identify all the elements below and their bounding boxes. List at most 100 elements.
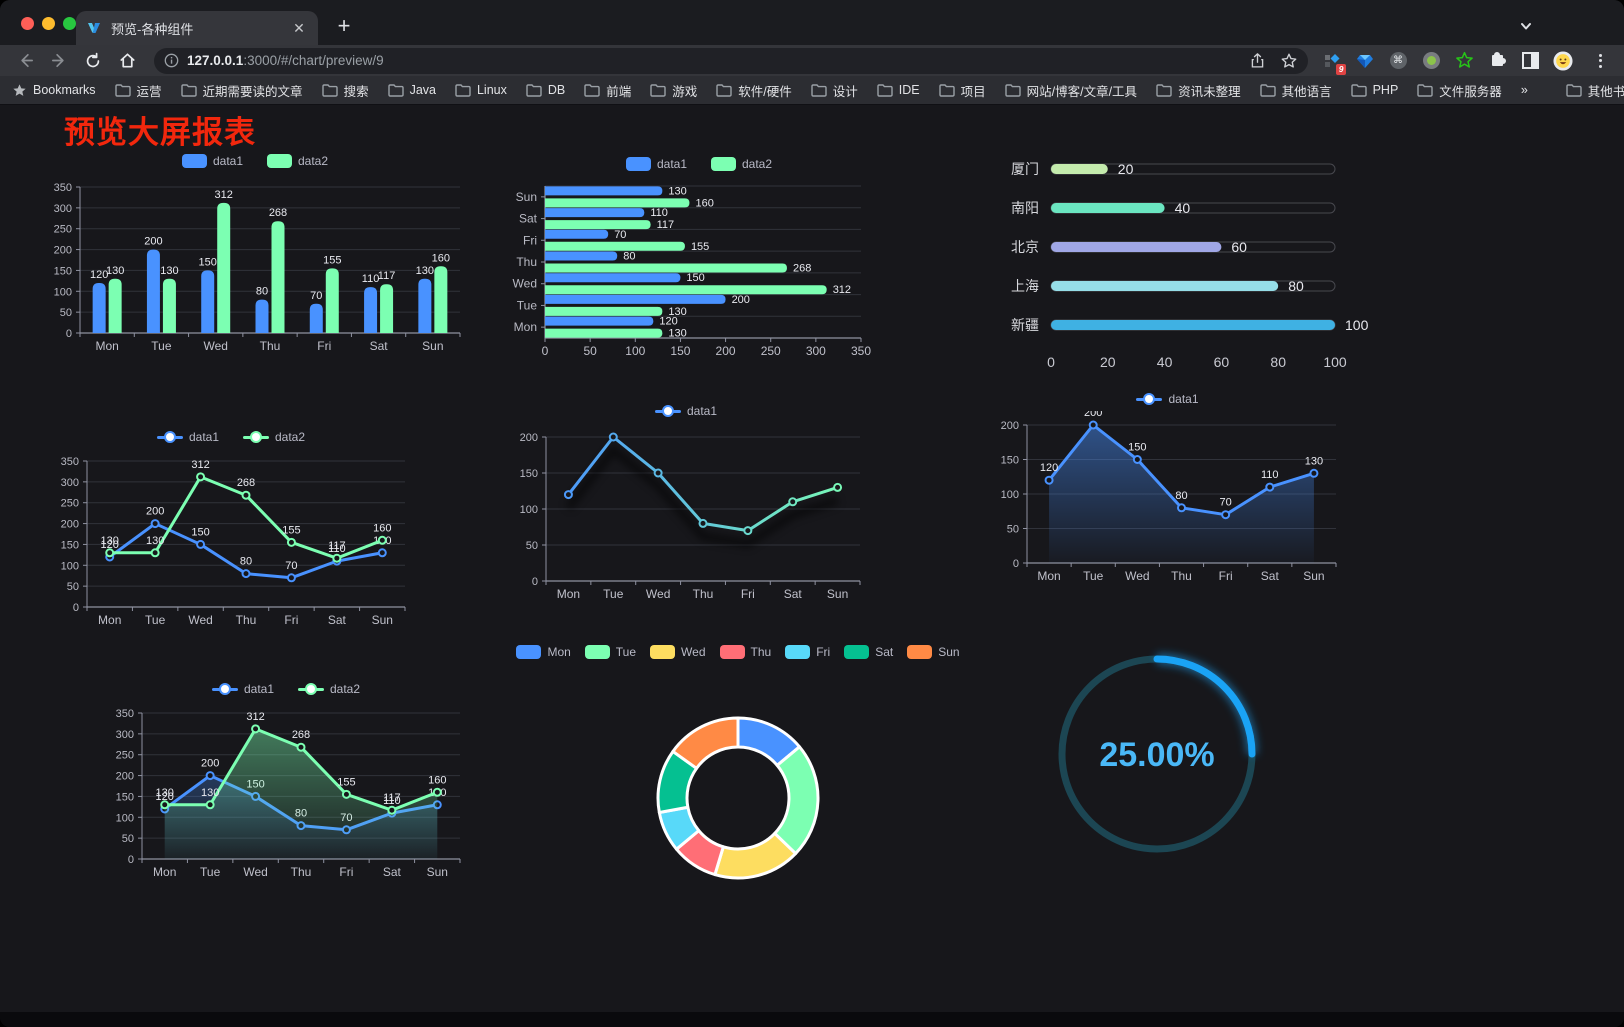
browser-tab[interactable]: 预览-各种组件 ✕ bbox=[76, 11, 318, 45]
bookmark-folder[interactable]: 其他书签 bbox=[1566, 81, 1624, 100]
url-host: 127.0.0.1 bbox=[187, 53, 244, 68]
svg-text:Tue: Tue bbox=[1083, 569, 1104, 583]
chart-legend: data1 data2 bbox=[40, 151, 470, 171]
legend-item[interactable]: data2 bbox=[243, 430, 305, 444]
svg-text:312: 312 bbox=[191, 459, 209, 471]
svg-text:110: 110 bbox=[650, 207, 668, 219]
legend-item[interactable]: data2 bbox=[711, 157, 772, 171]
svg-text:155: 155 bbox=[337, 776, 355, 788]
chart-legend: data1 data2 bbox=[503, 154, 895, 174]
legend-item[interactable]: data1 bbox=[211, 682, 274, 696]
profile-avatar[interactable] bbox=[1553, 50, 1573, 71]
legend-swatch bbox=[625, 157, 651, 171]
bookmark-star-icon[interactable] bbox=[1280, 52, 1298, 70]
tab-search-chevron-icon[interactable] bbox=[1516, 16, 1536, 36]
svg-text:150: 150 bbox=[686, 272, 704, 284]
legend-item[interactable]: Mon bbox=[516, 645, 571, 659]
bookmark-folder[interactable]: 搜索 bbox=[321, 81, 369, 100]
bookmark-folder[interactable]: 运营 bbox=[114, 81, 162, 100]
svg-text:268: 268 bbox=[292, 729, 310, 741]
legend-item[interactable]: Tue bbox=[584, 645, 636, 659]
svg-text:160: 160 bbox=[373, 522, 391, 534]
new-tab-button[interactable]: + bbox=[337, 13, 351, 38]
legend-swatch bbox=[267, 154, 292, 168]
site-info-icon[interactable] bbox=[164, 53, 179, 68]
bookmark-label: 游戏 bbox=[672, 84, 698, 99]
forward-button[interactable] bbox=[45, 47, 73, 75]
bookmark-folder[interactable]: 软件/硬件 bbox=[716, 81, 792, 100]
svg-text:150: 150 bbox=[1001, 455, 1019, 467]
svg-text:130: 130 bbox=[416, 265, 434, 277]
svg-text:50: 50 bbox=[526, 540, 538, 552]
bookmark-label: 软件/硬件 bbox=[738, 84, 792, 99]
legend-item[interactable]: Sat bbox=[844, 645, 893, 659]
bookmarks-overflow-chevron[interactable]: » bbox=[1521, 83, 1528, 97]
svg-text:117: 117 bbox=[383, 792, 401, 804]
bookmark-folder[interactable]: DB bbox=[526, 83, 565, 97]
svg-text:80: 80 bbox=[256, 286, 268, 298]
window-minimize-button[interactable] bbox=[42, 17, 55, 30]
legend-item[interactable]: data1 bbox=[156, 430, 219, 444]
bookmark-folder[interactable]: 游戏 bbox=[650, 81, 697, 100]
reload-button[interactable] bbox=[79, 47, 107, 75]
extension-command-icon[interactable]: ⌘ bbox=[1388, 51, 1408, 71]
extension-grid-icon[interactable]: 9 bbox=[1322, 51, 1346, 75]
extensions-puzzle-icon[interactable] bbox=[1487, 51, 1507, 71]
svg-text:Wed: Wed bbox=[188, 613, 212, 627]
legend-label: Mon bbox=[547, 645, 571, 659]
legend-item[interactable]: data2 bbox=[267, 154, 328, 168]
bookmark-folder[interactable]: 项目 bbox=[938, 81, 986, 100]
bookmark-folder[interactable]: 近期需要读的文章 bbox=[180, 81, 303, 100]
svg-text:Wed: Wed bbox=[1125, 569, 1149, 583]
extension-record-icon[interactable] bbox=[1421, 51, 1441, 71]
legend-item[interactable]: Thu bbox=[719, 645, 771, 659]
bookmark-folder[interactable]: 资讯未整理 bbox=[1156, 81, 1241, 100]
bookmark-folder[interactable]: 设计 bbox=[811, 81, 858, 100]
legend-swatch bbox=[584, 645, 610, 659]
legend-item[interactable]: Fri bbox=[785, 645, 830, 659]
window-zoom-button[interactable] bbox=[63, 17, 76, 30]
extensions-row: 9 ⌘ bbox=[1322, 50, 1614, 75]
svg-text:Sun: Sun bbox=[427, 865, 448, 879]
legend-item[interactable]: data1 bbox=[625, 157, 687, 171]
svg-text:300: 300 bbox=[61, 477, 79, 489]
bookmark-folder[interactable]: Linux bbox=[455, 83, 507, 97]
share-icon[interactable] bbox=[1249, 52, 1266, 69]
browser-menu-icon[interactable] bbox=[1586, 51, 1614, 71]
legend-item[interactable]: Wed bbox=[650, 645, 706, 659]
bookmark-folder[interactable]: 前端 bbox=[584, 81, 631, 100]
legend-item[interactable]: data2 bbox=[298, 682, 360, 696]
svg-text:117: 117 bbox=[328, 540, 346, 552]
legend-swatch bbox=[516, 645, 542, 659]
bookmark-folder[interactable]: IDE bbox=[877, 83, 920, 97]
extension-gem-icon[interactable] bbox=[1355, 51, 1375, 71]
address-bar[interactable]: 127.0.0.1:3000/#/chart/preview/9 bbox=[154, 47, 1308, 74]
bookmark-folder[interactable]: 其他语言 bbox=[1259, 81, 1332, 100]
bookmark-folder[interactable]: 文件服务器 bbox=[1417, 81, 1502, 100]
bookmark-label: » bbox=[1520, 83, 1528, 97]
legend-item[interactable]: data1 bbox=[654, 404, 717, 418]
legend-item[interactable]: data1 bbox=[181, 154, 243, 168]
svg-text:40: 40 bbox=[1175, 200, 1191, 216]
legend-swatch bbox=[844, 645, 870, 659]
legend-item[interactable]: data1 bbox=[1136, 392, 1199, 406]
home-button[interactable] bbox=[113, 47, 141, 75]
dark-mode-toggle-icon[interactable] bbox=[1520, 51, 1540, 71]
back-button[interactable] bbox=[11, 47, 39, 75]
svg-text:268: 268 bbox=[269, 207, 287, 219]
url-path: :3000/#/chart/preview/9 bbox=[243, 53, 384, 68]
legend-swatch bbox=[211, 682, 238, 696]
legend-swatch bbox=[650, 645, 676, 659]
bookmark-folder[interactable]: 网站/博客/文章/工具 bbox=[1004, 81, 1137, 100]
bookmarks-manager-button[interactable]: Bookmarks bbox=[12, 83, 96, 98]
legend-label: data1 bbox=[188, 430, 219, 444]
bookmark-folder[interactable]: Java bbox=[387, 83, 436, 97]
svg-text:350: 350 bbox=[851, 344, 871, 358]
svg-text:Tue: Tue bbox=[151, 339, 172, 353]
svg-text:130: 130 bbox=[101, 535, 119, 547]
bookmark-folder[interactable]: PHP bbox=[1350, 83, 1398, 97]
legend-item[interactable]: Sun bbox=[907, 645, 960, 659]
tab-close-icon[interactable]: ✕ bbox=[293, 20, 305, 36]
extension-green-star-icon[interactable] bbox=[1454, 51, 1474, 71]
window-close-button[interactable] bbox=[21, 17, 34, 30]
